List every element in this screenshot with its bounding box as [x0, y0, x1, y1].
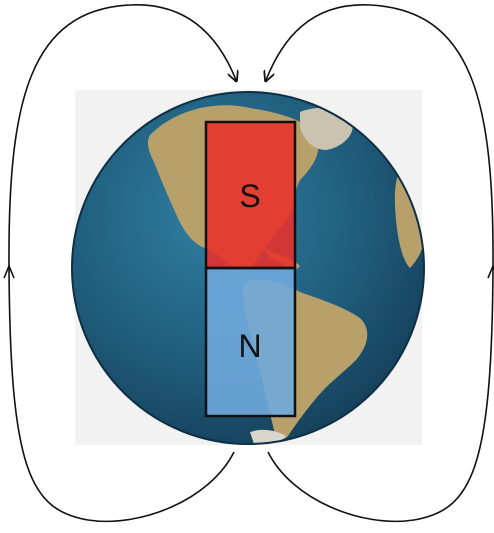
- field-lines: [3, 4, 494, 523]
- magnet-north-half: [206, 268, 295, 416]
- north-pole-label: N: [238, 328, 261, 364]
- globe-rim: [71, 91, 425, 445]
- bar-magnet: S N: [204, 120, 297, 418]
- magnet-outline-bottom: [204, 266, 297, 418]
- right-side-arrowhead: [487, 263, 494, 279]
- south-pole-label: S: [239, 178, 260, 214]
- left-side-arrowhead: [3, 263, 15, 279]
- magnet-south-half: [206, 122, 295, 268]
